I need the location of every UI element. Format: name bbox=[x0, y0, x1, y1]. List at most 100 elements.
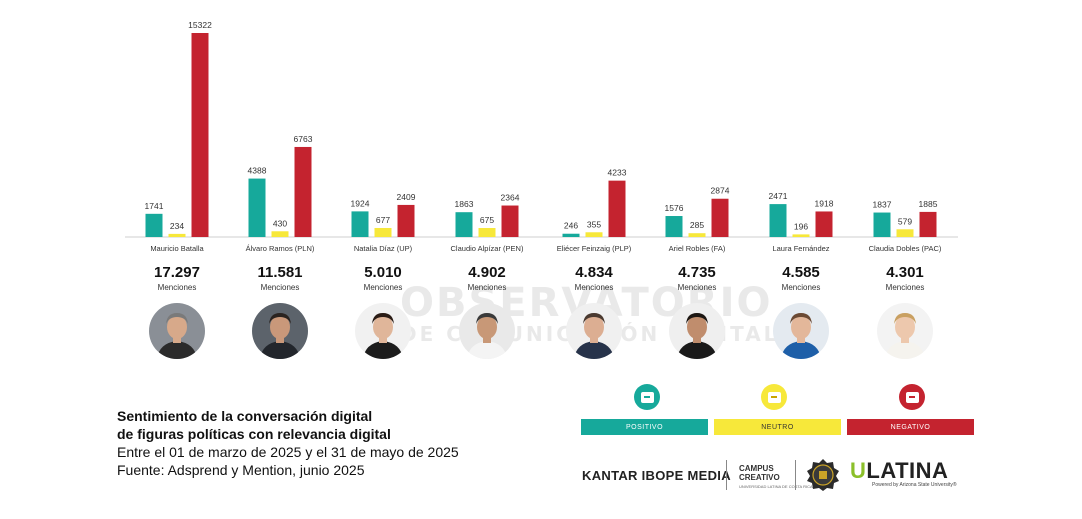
data-label: 4233 bbox=[608, 168, 627, 178]
data-label: 1863 bbox=[455, 199, 474, 209]
legend-negative: NEGATIVO bbox=[847, 419, 974, 435]
bar-positivo bbox=[145, 213, 163, 237]
bar-neutro bbox=[168, 233, 186, 237]
data-label: 285 bbox=[690, 220, 704, 230]
mentions-total: 4.902 Menciones bbox=[432, 264, 542, 292]
mentions-total: 5.010 Menciones bbox=[328, 264, 438, 292]
candidate-avatar bbox=[355, 303, 411, 359]
candidate-avatar bbox=[566, 303, 622, 359]
caption-source: Fuente: Adsprend y Mention, junio 2025 bbox=[117, 462, 365, 478]
data-label: 1576 bbox=[665, 203, 684, 213]
bar-neutro bbox=[896, 229, 914, 237]
data-label: 1918 bbox=[815, 198, 834, 208]
ulatina-subtitle: Powered by Arizona State University® bbox=[872, 482, 957, 488]
data-label: 355 bbox=[587, 219, 601, 229]
bar-neutro bbox=[271, 231, 289, 237]
positive-chat-icon bbox=[634, 384, 660, 410]
mentions-total-label: Menciones bbox=[677, 283, 717, 292]
data-label: 234 bbox=[170, 221, 184, 231]
category-label: Claudia Dobles (PAC) bbox=[869, 244, 942, 253]
data-label: 246 bbox=[564, 221, 578, 231]
caption-title-line-1: Sentimiento de la conversación digital bbox=[117, 408, 373, 424]
bar-neutro bbox=[374, 227, 392, 237]
mentions-total-value: 4.902 bbox=[468, 264, 506, 281]
data-label: 1885 bbox=[919, 199, 938, 209]
mentions-total-value: 5.010 bbox=[364, 264, 402, 281]
category-label: Mauricio Batalla bbox=[150, 244, 204, 253]
mentions-total: 17.297 Menciones bbox=[122, 264, 232, 292]
logo-divider bbox=[795, 460, 796, 490]
category-label: Claudio Alpízar (PEN) bbox=[451, 244, 524, 253]
campus-creativo-logo: CAMPUS CREATIVO UNIVERSIDAD LATINA DE CO… bbox=[739, 464, 813, 491]
mentions-total-label: Menciones bbox=[574, 283, 614, 292]
kantar-ibope-logo: KANTAR IBOPE MEDIA bbox=[582, 468, 731, 483]
bar-neutro bbox=[688, 233, 706, 237]
bar-neutro bbox=[585, 232, 603, 237]
bar-neutro bbox=[478, 228, 496, 237]
data-label: 15322 bbox=[188, 20, 212, 30]
chart-caption: Sentimiento de la conversación digital d… bbox=[117, 407, 459, 479]
data-label: 196 bbox=[794, 221, 808, 231]
mentions-total: 4.301 Menciones bbox=[850, 264, 960, 292]
candidate-avatar bbox=[149, 303, 205, 359]
data-label: 579 bbox=[898, 216, 912, 226]
mentions-total-value: 11.581 bbox=[257, 264, 303, 281]
candidate-avatar bbox=[877, 303, 933, 359]
bar-positivo bbox=[769, 204, 787, 237]
mentions-total-value: 4.735 bbox=[678, 264, 716, 281]
data-label: 4388 bbox=[248, 166, 267, 176]
candidate-avatar bbox=[669, 303, 725, 359]
bar-negativo bbox=[919, 211, 937, 237]
mentions-total-label: Menciones bbox=[363, 283, 403, 292]
mentions-total-label: Menciones bbox=[781, 283, 821, 292]
data-label: 1924 bbox=[351, 198, 370, 208]
negative-chat-icon bbox=[899, 384, 925, 410]
bar-negativo bbox=[815, 211, 833, 237]
mentions-total: 4.834 Menciones bbox=[539, 264, 649, 292]
bar-positivo bbox=[562, 233, 580, 237]
category-label: Laura Fernández bbox=[772, 244, 829, 253]
category-label: Natalia Díaz (UP) bbox=[354, 244, 413, 253]
bar-negativo bbox=[397, 204, 415, 237]
category-label: Eliécer Feinzaig (PLP) bbox=[557, 244, 632, 253]
bar-negativo bbox=[191, 33, 209, 237]
sentiment-bar-chart: 1741 234 15322 Mauricio Batalla 4388 430 6763 Á… bbox=[125, 20, 958, 253]
campus-line-1: CAMPUS bbox=[739, 464, 774, 473]
legend-neutral: NEUTRO bbox=[714, 419, 841, 435]
data-label: 1837 bbox=[873, 200, 892, 210]
candidate-avatar bbox=[459, 303, 515, 359]
mentions-total-label: Menciones bbox=[885, 283, 925, 292]
data-label: 2471 bbox=[769, 191, 788, 201]
candidate-avatar bbox=[252, 303, 308, 359]
category-label: Ariel Robles (FA) bbox=[669, 244, 726, 253]
bar-neutro bbox=[792, 234, 810, 237]
data-label: 6763 bbox=[294, 134, 313, 144]
neutral-chat-icon bbox=[761, 384, 787, 410]
mentions-total: 4.735 Menciones bbox=[642, 264, 752, 292]
data-label: 2409 bbox=[397, 192, 416, 202]
data-label: 677 bbox=[376, 215, 390, 225]
mentions-total: 11.581 Menciones bbox=[225, 264, 335, 292]
data-label: 430 bbox=[273, 218, 287, 228]
bar-negativo bbox=[501, 205, 519, 237]
campus-line-2: CREATIVO bbox=[739, 473, 780, 482]
caption-date-range: Entre el 01 de marzo de 2025 y el 31 de … bbox=[117, 444, 459, 460]
university-seal-icon bbox=[807, 459, 839, 491]
category-label: Álvaro Ramos (PLN) bbox=[246, 244, 315, 253]
mentions-total-label: Menciones bbox=[157, 283, 197, 292]
data-label: 1741 bbox=[145, 201, 164, 211]
data-label: 2364 bbox=[501, 193, 520, 203]
mentions-total-value: 17.297 bbox=[154, 264, 200, 281]
mentions-total-value: 4.585 bbox=[782, 264, 820, 281]
campus-subtitle: UNIVERSIDAD LATINA DE COSTA RICA bbox=[739, 484, 813, 489]
data-label: 675 bbox=[480, 215, 494, 225]
bar-negativo bbox=[608, 180, 626, 237]
data-label: 2874 bbox=[711, 186, 730, 196]
candidate-avatar bbox=[773, 303, 829, 359]
logo-divider bbox=[726, 460, 727, 490]
ulatina-logo: ULATINA bbox=[850, 458, 948, 484]
bar-positivo bbox=[873, 212, 891, 237]
ulatina-text: LATINA bbox=[866, 458, 949, 483]
caption-title-line-2: de figuras políticas con relevancia digi… bbox=[117, 426, 391, 442]
bar-positivo bbox=[248, 178, 266, 237]
